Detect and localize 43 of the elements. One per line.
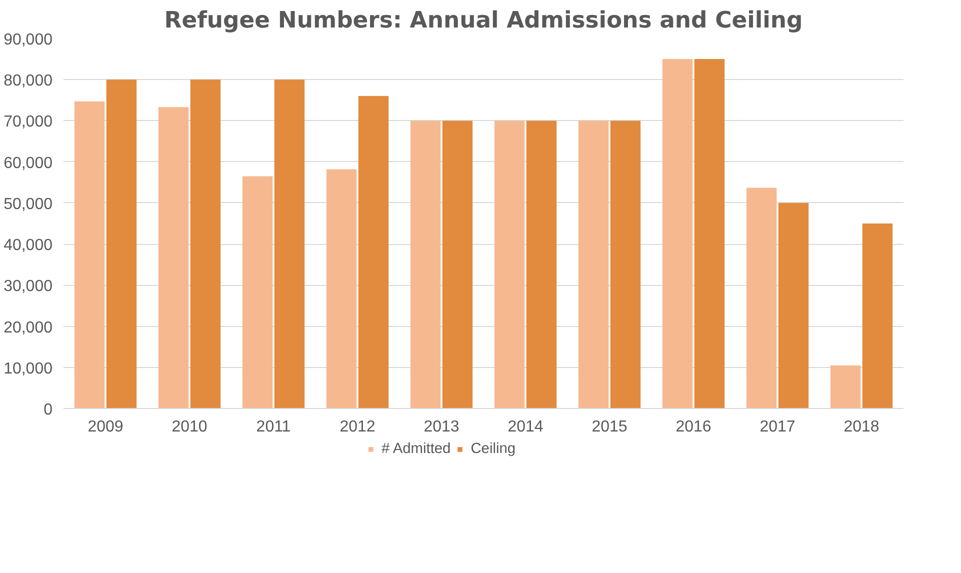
bar xyxy=(526,120,557,408)
bar xyxy=(190,80,221,408)
legend-label: Ceiling xyxy=(470,441,516,457)
bar xyxy=(74,101,105,408)
legend-label: # Admitted xyxy=(381,441,451,457)
bar xyxy=(106,80,137,408)
x-tick-label: 2011 xyxy=(256,418,291,436)
bar xyxy=(778,202,809,408)
bar xyxy=(662,59,693,408)
bar xyxy=(862,224,893,408)
x-tick-label: 2012 xyxy=(340,418,376,436)
bar xyxy=(830,365,861,408)
bar xyxy=(494,120,525,408)
x-tick-label: 2013 xyxy=(424,418,460,436)
y-tick-label: 0 xyxy=(44,402,53,418)
y-tick-label: 40,000 xyxy=(4,237,53,254)
bar xyxy=(442,120,473,408)
x-tick-label: 2018 xyxy=(844,418,880,436)
x-tick-label: 2016 xyxy=(676,418,712,436)
bar xyxy=(242,176,273,408)
y-tick-label: 60,000 xyxy=(4,154,53,172)
bar xyxy=(746,188,777,408)
x-tick-label: 2017 xyxy=(760,418,796,436)
y-tick-label: 80,000 xyxy=(4,72,53,90)
bar xyxy=(274,80,305,408)
bar xyxy=(326,169,357,408)
x-tick-label: 2015 xyxy=(592,418,628,436)
y-tick-label: 90,000 xyxy=(4,32,53,48)
bar xyxy=(694,59,725,408)
bar xyxy=(358,96,389,408)
chart-title: Refugee Numbers: Annual Admissions and Ceiling xyxy=(164,8,803,34)
x-tick-label: 2014 xyxy=(508,418,544,436)
x-tick-label: 2010 xyxy=(172,418,208,436)
y-tick-label: 20,000 xyxy=(4,319,53,336)
bar xyxy=(158,107,189,408)
bar xyxy=(410,120,441,408)
y-tick-label: 50,000 xyxy=(4,196,53,213)
bar xyxy=(610,120,641,408)
y-tick-label: 30,000 xyxy=(4,278,53,296)
y-tick-label: 70,000 xyxy=(4,114,53,131)
x-tick-label: 2009 xyxy=(88,418,124,436)
y-tick-label: 10,000 xyxy=(4,360,53,378)
bar xyxy=(578,120,609,408)
